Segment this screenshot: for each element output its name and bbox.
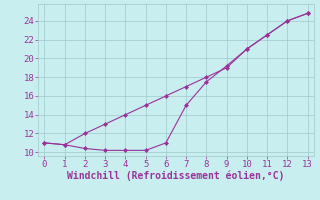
X-axis label: Windchill (Refroidissement éolien,°C): Windchill (Refroidissement éolien,°C) bbox=[67, 171, 285, 181]
